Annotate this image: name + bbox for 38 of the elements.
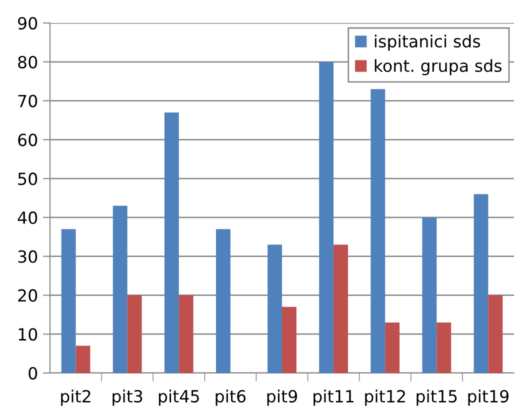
bar: [422, 217, 437, 373]
bar: [112, 206, 128, 373]
y-tick-label: 90: [18, 16, 38, 30]
legend-label: ispitanici sds: [374, 34, 480, 51]
bar: [76, 346, 90, 373]
bar: [127, 295, 142, 373]
bar: [178, 295, 194, 373]
legend-label: kont. grupa sds: [374, 59, 502, 76]
bar: [164, 112, 179, 373]
bar: [474, 194, 488, 373]
bar: [216, 229, 230, 373]
x-tick-label: pit9: [267, 390, 298, 406]
y-tick-label: 50: [18, 172, 38, 186]
y-tick-label: 40: [18, 211, 38, 224]
y-tick-label: 0: [28, 366, 38, 380]
x-tick-label: pit2: [61, 390, 90, 406]
bar: [319, 62, 334, 373]
x-tick-label: pit45: [158, 390, 199, 406]
bar: [268, 244, 282, 373]
bar: [334, 244, 348, 373]
bar: [436, 322, 452, 373]
x-tick-label: pit11: [314, 390, 354, 406]
bar: [282, 306, 296, 373]
x-tick-label: pit3: [112, 390, 142, 406]
x-tick-label: pit6: [216, 390, 246, 406]
bar: [488, 295, 503, 373]
y-tick-label: 10: [18, 328, 38, 341]
y-tick-label: 30: [18, 250, 38, 263]
y-tick-label: 80: [18, 56, 38, 68]
y-tick-label: 20: [18, 289, 38, 302]
bar: [61, 229, 76, 373]
y-tick-label: 60: [18, 134, 38, 146]
bar: [370, 89, 386, 373]
x-tick-label: pit15: [416, 390, 457, 406]
y-tick-label: 70: [18, 94, 38, 108]
bar: [385, 322, 400, 373]
x-tick-label: pit19: [468, 390, 509, 406]
x-tick-label: pit12: [365, 390, 405, 406]
